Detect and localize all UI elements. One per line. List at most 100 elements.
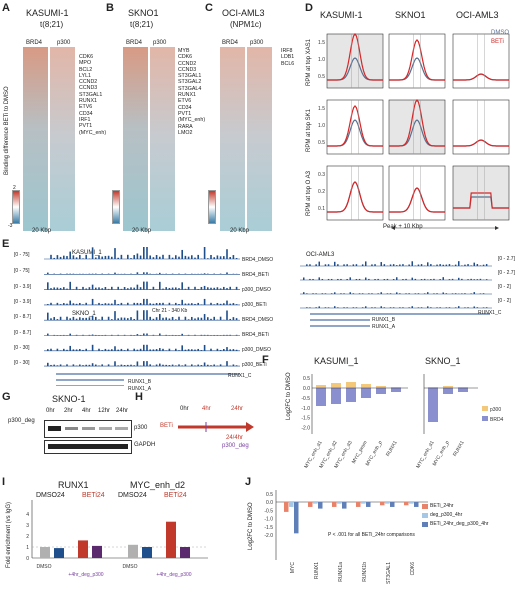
panel-label-b: B — [106, 2, 114, 14]
rtrack-peak — [473, 306, 475, 308]
track-peak — [50, 254, 52, 259]
track-peak — [101, 256, 103, 259]
track-peak — [197, 364, 199, 367]
rtrack-peak — [337, 278, 339, 280]
track-peak — [66, 364, 68, 367]
profile-arrow-left — [391, 226, 395, 230]
track-peak — [101, 288, 103, 290]
rtrack-peak — [448, 279, 451, 280]
blot-title: SKNO-1 — [52, 394, 86, 404]
gene-left-c: RUNX1_C — [228, 373, 252, 379]
track-peak — [50, 288, 52, 290]
track-peak — [53, 273, 55, 275]
track-peak — [155, 317, 158, 321]
track-cell-oci: OCI-AML3 — [306, 252, 335, 258]
track-peak — [82, 365, 84, 367]
track-peak — [88, 334, 91, 336]
heatmap-a-brd4 — [23, 47, 48, 231]
rtrack-peak — [392, 279, 395, 280]
barf-bar-brd4 — [346, 388, 356, 402]
profile-tick: 0.1 — [318, 206, 325, 212]
track-peak — [59, 273, 62, 275]
track-peak — [213, 334, 215, 336]
rtrack-peak — [420, 279, 423, 280]
rtrack-peak — [396, 265, 398, 266]
gene-right-b: RUNX1_B — [372, 317, 396, 323]
track-peak — [210, 254, 212, 259]
track-peak — [210, 348, 212, 351]
track-peak — [50, 318, 52, 321]
track-peak — [187, 303, 190, 305]
heatmap-a-col1: BRD4 — [26, 40, 43, 46]
track-peak — [120, 364, 123, 367]
timeline-t0: 0hr — [180, 406, 189, 412]
track-peak — [136, 334, 139, 336]
track-peak — [117, 304, 119, 305]
track-peak — [203, 314, 206, 321]
barf-bar-brd4 — [391, 388, 401, 392]
barf-bar-p300 — [428, 387, 438, 388]
panel-label-c: C — [205, 2, 213, 14]
track-peak — [75, 318, 78, 321]
track-peak — [69, 281, 71, 290]
track-peak — [101, 364, 103, 367]
track-peak — [146, 281, 148, 290]
track-peak — [213, 257, 215, 259]
blot-left-label: p300_deg — [8, 418, 35, 424]
rtrack-peak — [423, 278, 426, 280]
rtrack-peak — [402, 279, 404, 280]
track-peak — [171, 316, 174, 321]
track-peak — [159, 302, 161, 305]
timeline-t1: 4hr — [202, 406, 211, 412]
barf-bar-p300 — [346, 382, 356, 388]
rtrack-peak — [337, 307, 339, 308]
track-peak — [139, 303, 142, 305]
barj-legend-swatch — [422, 513, 428, 518]
track-peak — [91, 363, 94, 367]
track-peak — [136, 302, 139, 305]
rtrack-peak — [485, 264, 488, 266]
bari-sub-1: DMSO24 — [36, 492, 65, 499]
barf-chart: 0.50.0-0.5-1.0-1.5-2.0MYC_enh_d1MYC_enh_… — [301, 374, 504, 469]
barj-ytick: -1.0 — [264, 517, 273, 523]
track-peak — [229, 349, 231, 351]
track-peak — [178, 350, 180, 351]
track-peak — [53, 317, 55, 321]
barj-xlabel: RUNX1 — [314, 562, 320, 579]
rtrack-peak — [374, 264, 376, 266]
rtrack-peak — [361, 264, 364, 266]
bari-bar — [128, 544, 138, 558]
barf-bar-brd4 — [331, 388, 341, 404]
track-peak — [79, 317, 81, 321]
rtrack-peak — [473, 292, 475, 294]
track-peak — [226, 288, 228, 290]
track-peak — [178, 288, 180, 290]
track-peak — [120, 254, 123, 259]
track-peak — [152, 286, 155, 290]
track-name-3: p300_DMSO — [242, 287, 271, 293]
rtrack-peak — [464, 307, 466, 308]
track-peak — [111, 334, 113, 336]
rtrack-peak — [448, 264, 451, 266]
heatmap-c-brd4 — [220, 47, 245, 231]
rtrack-peak — [436, 264, 438, 266]
track-peak — [219, 349, 222, 351]
rtrack-peak — [380, 292, 382, 294]
track-peak — [85, 288, 87, 290]
rtrack-peak — [433, 293, 435, 294]
rtrack-peak — [485, 307, 488, 308]
heatmap-b-scale: 20 Kbp — [132, 228, 152, 234]
heatmap-b-col1: BRD4 — [126, 40, 143, 46]
bari-ytick: 2 — [26, 534, 29, 540]
track-peak — [82, 304, 84, 305]
rtrack-peak — [430, 264, 432, 266]
barf-xlabel: RUNX1 — [385, 440, 399, 458]
track-peak — [181, 365, 183, 367]
rtrack-peak — [427, 292, 429, 294]
track-range-5: [0 - 8.7] — [14, 314, 31, 320]
track-peak — [184, 303, 187, 305]
bari-group-1: RUNX1 — [58, 480, 89, 490]
track-name-6: BRD4_BETi — [242, 332, 269, 338]
track-peak — [82, 286, 84, 290]
track-peak — [59, 256, 62, 259]
